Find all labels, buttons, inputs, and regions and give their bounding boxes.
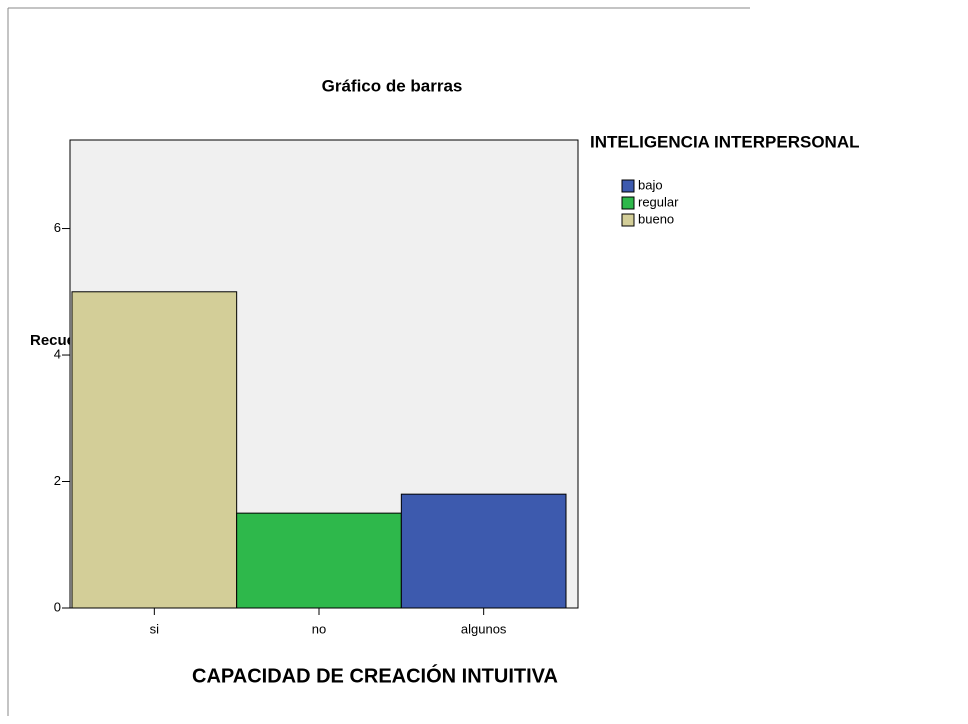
legend-label: regular <box>638 194 679 209</box>
x-axis-label: CAPACIDAD DE CREACIÓN INTUITIVA <box>192 663 558 687</box>
bar <box>236 512 402 609</box>
y-tick-label: 2 <box>54 473 61 488</box>
bar <box>400 493 567 609</box>
legend-swatch <box>621 196 635 210</box>
bar <box>71 291 238 609</box>
y-tick-label: 4 <box>54 346 61 361</box>
x-tick-label: no <box>312 621 326 636</box>
y-tick-label: 6 <box>54 220 61 235</box>
legend-label: bajo <box>638 177 663 192</box>
y-tick-label: 0 <box>54 599 61 614</box>
chart-title: Gráfico de barras <box>322 76 463 95</box>
legend-swatch <box>621 179 635 193</box>
legend-title: INTELIGENCIA INTERPERSONAL <box>590 132 860 151</box>
legend-swatch <box>621 213 635 227</box>
x-tick-label: algunos <box>461 621 507 636</box>
legend-label: bueno <box>638 211 674 226</box>
x-tick-label: si <box>150 621 160 636</box>
